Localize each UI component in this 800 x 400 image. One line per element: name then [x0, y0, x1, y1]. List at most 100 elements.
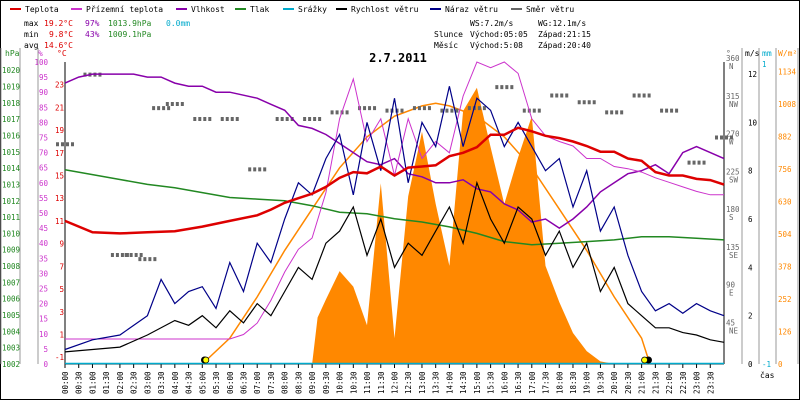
x-tick-label: 05:00 [198, 371, 207, 394]
x-tick-label: 14:00 [445, 371, 454, 394]
wind-dir-degree-label: 315 [726, 92, 740, 101]
humidity-tick-label: 75 [39, 134, 48, 143]
humidity-tick-label: 15 [39, 315, 48, 324]
moon-rise: Východ:5:08 [470, 41, 523, 50]
x-tick-label: 17:00 [528, 371, 537, 394]
x-tick-label: 22:30 [679, 371, 688, 394]
temperature-tick-label: 19 [55, 126, 64, 135]
moonset-marker [641, 356, 648, 364]
x-tick-label: 02:30 [130, 371, 139, 394]
humidity-tick-label: 10 [39, 330, 49, 339]
wind-speed-line [64, 180, 725, 353]
unit-celsius: °C [57, 49, 67, 58]
x-tick-label: 12:30 [404, 371, 413, 394]
radiation-tick-label: 882 [778, 132, 792, 141]
humidity-tick-label: 45 [39, 224, 48, 233]
stats-avg-temp: 14.6°C [44, 41, 73, 50]
stats-min-hum: 43% [85, 30, 100, 39]
x-tick-label: 10:00 [336, 371, 345, 394]
humidity-tick-label: 35 [39, 254, 48, 263]
wind-dir-tick-label: SW [729, 175, 739, 184]
unit-hpa: hPa [5, 49, 20, 58]
wind-dir-degree-label: 90 [726, 281, 736, 290]
x-tick-label: 03:30 [157, 371, 166, 394]
x-tick-label: 01:00 [88, 371, 97, 394]
hpa-tick-label: 1008 [2, 262, 21, 271]
humidity-tick-label: 20 [39, 300, 49, 309]
x-tick-label: 23:00 [693, 371, 702, 394]
x-tick-label: 05:30 [212, 371, 221, 394]
legend-label: Směr větru [526, 5, 574, 14]
axes: 1002100310041005100610071008100910101011… [0, 48, 799, 394]
x-tick-label: 22:00 [665, 371, 674, 394]
wind-speed-tick-label: 4 [748, 263, 753, 272]
x-tick-label: 23:30 [706, 371, 715, 394]
wind-dir-degree-label: 135 [726, 243, 740, 252]
hpa-tick-label: 1005 [2, 311, 20, 320]
hpa-tick-label: 1009 [2, 246, 20, 255]
hpa-tick-label: 1011 [2, 213, 20, 222]
pressure-line [64, 168, 725, 246]
x-tick-label: 09:30 [322, 371, 331, 394]
wind-dir-degree-label: 270 [726, 130, 740, 139]
temperature-tick-label: 11 [55, 217, 64, 226]
temperature-line [64, 126, 725, 235]
stats-max-hum: 97% [85, 19, 100, 28]
humidity-tick-label: 55 [39, 194, 48, 203]
wind-dir-degree-label: 180 [726, 205, 740, 214]
wind-ws: WS:7.2m/s [470, 19, 514, 28]
x-tick-label: 08:00 [281, 371, 290, 394]
wind-dir-degree-label: 45 [726, 318, 735, 327]
temperature-tick-label: -1 [55, 353, 64, 362]
x-tick-label: 11:30 [377, 371, 386, 394]
x-tick-label: 14:30 [459, 371, 468, 394]
x-tick-label: 17:30 [542, 371, 551, 394]
x-tick-label: 10:30 [349, 371, 358, 394]
humidity-tick-label: 70 [39, 149, 49, 158]
humidity-tick-label: 30 [39, 269, 49, 278]
temperature-tick-label: 9 [59, 240, 64, 249]
legend: Teplota Přízemní teplota Vlhkost Tlak Srážky… [10, 5, 574, 14]
stats-avg-label: avg [24, 41, 39, 50]
wind-dir-tick-label: W [729, 138, 734, 147]
stats-block: max 19.2°C 97% 1013.9hPa 0.0mm min 9.8°C… [24, 19, 190, 50]
sun-set: Západ:21:15 [538, 30, 591, 39]
radiation-tick-label: 378 [778, 262, 792, 271]
x-tick-label: 11:00 [363, 371, 372, 394]
legend-label: Přízemní teplota [86, 5, 163, 14]
wind-speed-tick-label: 10 [748, 118, 758, 127]
humidity-tick-label: 60 [39, 179, 49, 188]
radiation-tick-label: 252 [778, 295, 792, 304]
stats-max-temp: 19.2°C [44, 19, 73, 28]
x-tick-label: 00:00 [61, 371, 70, 394]
x-tick-label: 09:00 [308, 371, 317, 394]
x-tick-label: 07:30 [267, 371, 276, 394]
radiation-tick-label: 0 [778, 360, 783, 369]
wind-gust-line [64, 86, 725, 351]
hpa-tick-label: 1016 [2, 131, 21, 140]
wind-dir-tick-label: E [729, 289, 734, 298]
stats-max-rain: 0.0mm [166, 19, 190, 28]
x-tick-label: 19:00 [583, 371, 592, 394]
x-tick-label: 21:00 [638, 371, 647, 394]
wind-speed-tick-label: 6 [748, 215, 753, 224]
hpa-tick-label: 1007 [2, 278, 20, 287]
unit-time: čas [760, 370, 775, 380]
x-tick-label: 08:30 [294, 371, 303, 394]
humidity-tick-label: 40 [39, 239, 49, 248]
legend-label: Vlhkost [191, 5, 225, 14]
x-tick-label: 00:30 [75, 371, 84, 394]
hpa-tick-label: 1017 [2, 115, 20, 124]
unit-labels: hPa % °C ° m/s mm W/m² čas [5, 49, 797, 380]
temperature-tick-label: 13 [55, 194, 64, 203]
wind-dir-tick-label: NW [729, 100, 739, 109]
hpa-tick-label: 1019 [2, 82, 20, 91]
humidity-tick-label: 65 [39, 164, 48, 173]
humidity-tick-label: 95 [39, 73, 48, 82]
temperature-tick-label: 15 [55, 172, 64, 181]
legend-label: Náraz větru [445, 5, 498, 14]
x-tick-label: 19:30 [596, 371, 605, 394]
x-tick-label: 03:00 [143, 371, 152, 394]
hpa-tick-label: 1015 [2, 148, 20, 157]
humidity-tick-label: 50 [39, 209, 49, 218]
